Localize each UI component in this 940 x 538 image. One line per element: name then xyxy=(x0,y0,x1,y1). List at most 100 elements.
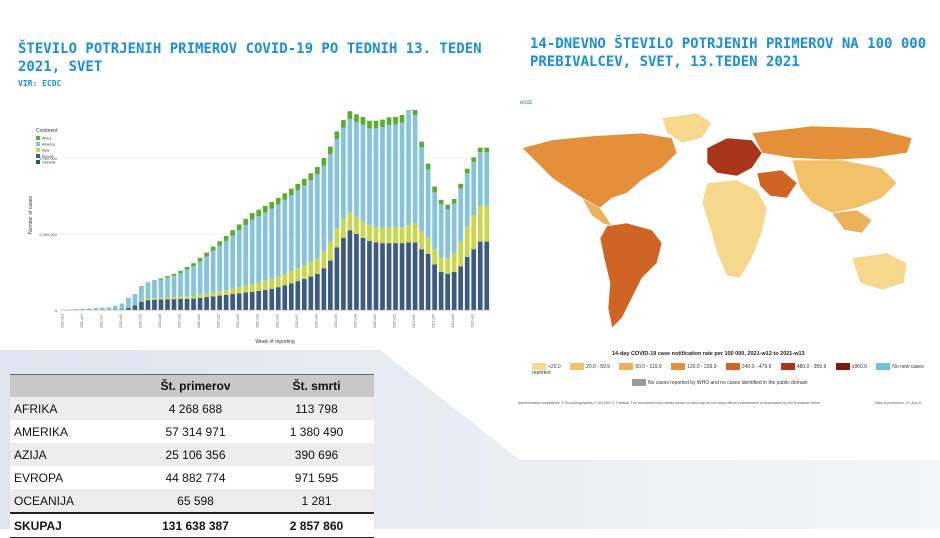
x-tick-label: 2020-w07 xyxy=(99,314,103,328)
bar-segment-asia xyxy=(335,139,340,228)
bar-segment-oceania xyxy=(348,230,353,310)
bar-segment-america xyxy=(204,253,209,257)
legend-item-6: ≥960.0 xyxy=(836,364,867,370)
bar-segment-europe xyxy=(361,221,366,237)
bar-segment-oceania xyxy=(178,299,183,310)
legend-swatch xyxy=(36,136,40,140)
bar-segment-oceania xyxy=(335,247,340,310)
bar-segment-america xyxy=(289,189,294,195)
bar-segment-oceania xyxy=(322,268,327,310)
bar-segment-asia xyxy=(172,276,177,297)
bar-segment-america xyxy=(185,267,190,270)
table-total-row: SKUPAJ 131 638 387 2 857 860 xyxy=(10,513,374,538)
legend-item-4: 240.0 - 479.9 xyxy=(726,364,771,370)
bar-segment-america xyxy=(198,258,203,261)
bar-segment-america xyxy=(322,158,327,166)
bar-segment-europe xyxy=(282,274,287,285)
bar-segment-america xyxy=(237,225,242,231)
x-tick-label: 2020-w37 xyxy=(295,314,299,328)
bar-segment-europe xyxy=(426,238,431,254)
bar-segment-oceania xyxy=(406,242,411,310)
bar-segment-oceania xyxy=(250,292,255,310)
bar-segment-asia xyxy=(341,128,346,219)
bar-segment-asia xyxy=(159,280,164,298)
x-tick-label: 2020-w25 xyxy=(217,314,221,328)
bar-segment-oceania xyxy=(465,257,470,310)
bar-segment-america xyxy=(276,198,281,204)
bar-segment-europe xyxy=(256,283,261,291)
map-russia xyxy=(752,126,912,160)
bar-segment-europe xyxy=(237,287,242,293)
bar-segment-asia xyxy=(113,306,118,310)
legend-item-3: 120.0 - 239.9 xyxy=(671,364,716,370)
bar-segment-europe xyxy=(224,290,229,295)
bar-segment-oceania xyxy=(419,249,424,310)
bar-segment-america xyxy=(256,210,261,216)
map-australia xyxy=(852,253,907,290)
bar-segment-asia xyxy=(224,241,229,290)
bar-segment-oceania xyxy=(458,266,463,310)
legend-label: Oceania xyxy=(42,161,55,165)
table-row: AZIJA 25 106 356 390 696 xyxy=(10,443,374,466)
map-asia xyxy=(792,160,897,213)
bar-segment-oceania xyxy=(159,300,164,310)
bar-segment-asia xyxy=(185,270,190,297)
bar-segment-europe xyxy=(204,294,209,297)
bar-segment-america xyxy=(413,110,418,115)
bar-segment-oceania xyxy=(484,242,489,310)
bar-segment-europe xyxy=(295,268,300,281)
bar-segment-asia xyxy=(302,185,307,265)
bar-segment-oceania xyxy=(133,305,138,310)
bar-segment-america xyxy=(367,121,372,129)
legend-title: Continent xyxy=(36,128,58,134)
bar-segment-america xyxy=(393,117,398,125)
bar-segment-america xyxy=(302,179,307,185)
table-cell: 113 798 xyxy=(259,397,374,420)
bar-segment-oceania xyxy=(471,249,476,310)
bar-segment-asia xyxy=(380,127,385,228)
x-tick-label: 2020-w04 xyxy=(80,314,84,328)
bar-segment-asia xyxy=(315,174,320,258)
x-tick-label: 2020-w01 xyxy=(60,314,64,328)
bar-segment-asia xyxy=(406,110,411,225)
bar-segment-america xyxy=(250,213,255,219)
bar-segment-europe xyxy=(159,298,164,300)
legend-swatch xyxy=(532,363,546,370)
bar-segment-asia xyxy=(445,209,450,258)
bar-segment-asia xyxy=(276,204,281,276)
bar-segment-europe xyxy=(465,226,470,256)
bar-segment-oceania xyxy=(282,285,287,310)
bar-segment-asia xyxy=(217,246,222,292)
table-cell: AZIJA xyxy=(10,443,132,466)
x-tick-label: 2020-w31 xyxy=(256,314,260,328)
bar-segment-asia xyxy=(204,256,209,293)
table-total-cell: 131 638 387 xyxy=(132,513,259,538)
legend-swatch xyxy=(36,142,40,146)
legend-swatch xyxy=(781,363,795,370)
bar-segment-oceania xyxy=(217,296,222,310)
bar-segment-europe xyxy=(452,253,457,272)
bar-segment-europe xyxy=(146,299,151,300)
map-africa xyxy=(702,180,767,278)
bar-segment-oceania xyxy=(146,300,151,310)
x-tick-label: 2020-w49 xyxy=(373,314,377,328)
table-header-row: Št. primerov Št. smrti xyxy=(10,375,374,398)
bar-segment-asia xyxy=(289,195,294,271)
bar-segment-america xyxy=(374,121,379,129)
table-cell: OCEANIJA xyxy=(10,489,132,513)
bar-segment-asia xyxy=(419,147,424,231)
y-tick-label: 2 000 000 xyxy=(39,232,58,237)
bar-segment-america xyxy=(282,193,287,199)
bar-segment-europe xyxy=(172,297,177,299)
bar-segment-oceania xyxy=(211,296,216,310)
bar-segment-asia xyxy=(165,278,170,298)
bar-segment-asia xyxy=(400,123,405,228)
bar-segment-europe xyxy=(439,258,444,272)
legend-swatch xyxy=(570,363,584,370)
x-tick-label: 2020-w46 xyxy=(353,314,357,328)
bar-segment-europe xyxy=(302,265,307,279)
bar-segment-europe xyxy=(263,281,268,290)
bar-segment-asia xyxy=(354,122,359,217)
map-legend-row-1: <20.0 20.0 - 59.9 60.0 - 119.9 120.0 - 2… xyxy=(532,363,928,376)
bar-segment-europe xyxy=(165,297,170,299)
